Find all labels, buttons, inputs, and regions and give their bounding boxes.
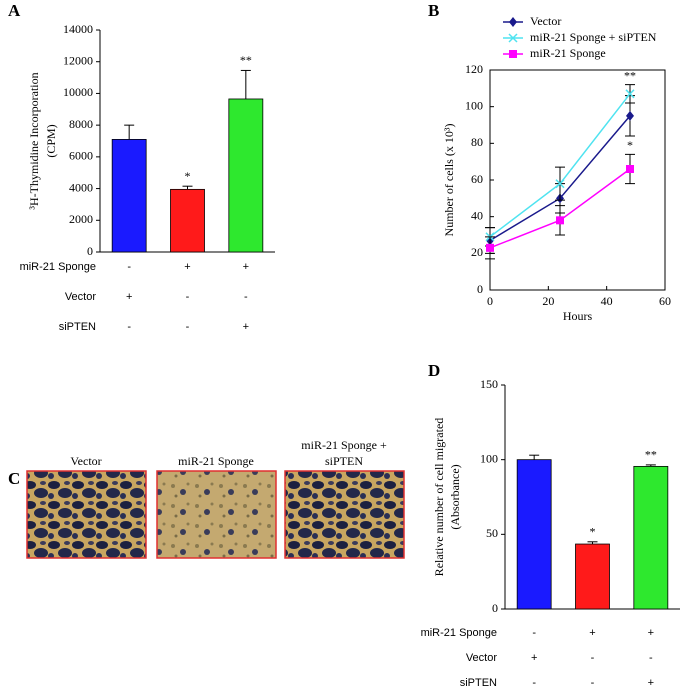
y-tick-label: 6000 xyxy=(69,149,93,163)
condition-sign: - xyxy=(244,291,248,303)
condition-label: Vector xyxy=(466,652,498,664)
y-tick-label: 4000 xyxy=(69,180,93,194)
y-axis-label: ³H-Thymidine Incorporation xyxy=(27,72,41,209)
y-axis-label: Number of cells (x 10³) xyxy=(442,124,456,237)
micrograph xyxy=(284,470,405,559)
x-tick-label: 40 xyxy=(601,294,613,308)
marker xyxy=(555,179,565,189)
bar xyxy=(633,465,669,610)
bar xyxy=(170,188,205,253)
y-tick-label: 60 xyxy=(471,172,483,186)
condition-label: Vector xyxy=(65,291,97,303)
marker xyxy=(508,33,518,43)
y-tick-label: 8000 xyxy=(69,117,93,131)
y-tick-label: 10000 xyxy=(63,85,93,99)
condition-sign: - xyxy=(532,677,536,689)
panel-letter: B xyxy=(428,1,439,20)
significance: * xyxy=(590,525,596,539)
condition-label: siPTEN xyxy=(460,677,497,689)
marker xyxy=(626,110,634,121)
bar xyxy=(111,139,147,253)
legend-label: miR-21 Sponge xyxy=(530,46,606,60)
condition-sign: - xyxy=(591,677,595,689)
condition-sign: + xyxy=(184,261,190,273)
significance: * xyxy=(627,138,633,152)
condition-sign: + xyxy=(126,291,132,303)
marker xyxy=(556,216,564,225)
marker xyxy=(626,165,634,173)
image-title: miR-21 Sponge xyxy=(178,454,254,468)
panel-letter: C xyxy=(8,469,20,488)
significance: ** xyxy=(624,68,636,82)
condition-label: siPTEN xyxy=(59,321,96,333)
y-tick-label: 50 xyxy=(486,526,498,540)
marker xyxy=(509,17,517,27)
condition-sign: + xyxy=(648,627,654,639)
y-tick-label: 14000 xyxy=(63,22,93,36)
panel-letter: D xyxy=(428,361,440,380)
condition-sign: - xyxy=(127,261,131,273)
y-axis-label: Relative number of cell migrated xyxy=(432,418,446,577)
y-tick-label: 100 xyxy=(465,98,483,112)
y-tick-label: 0 xyxy=(87,244,93,258)
micrograph xyxy=(26,470,147,559)
condition-sign: - xyxy=(532,627,536,639)
marker xyxy=(509,50,517,58)
y-tick-label: 100 xyxy=(480,451,498,465)
y-tick-label: 80 xyxy=(471,135,483,149)
legend-label: miR-21 Sponge + siPTEN xyxy=(530,30,657,44)
y-tick-label: 2000 xyxy=(69,212,93,226)
x-tick-label: 20 xyxy=(542,294,554,308)
condition-label: miR-21 Sponge xyxy=(20,261,96,273)
condition-sign: - xyxy=(186,291,190,303)
significance: ** xyxy=(240,53,252,67)
image-title: Vector xyxy=(70,454,101,468)
condition-sign: - xyxy=(186,321,190,333)
x-tick-label: 0 xyxy=(487,294,493,308)
marker xyxy=(486,243,494,252)
condition-sign: + xyxy=(243,321,249,333)
panel-letter: A xyxy=(8,1,21,20)
y-tick-label: 150 xyxy=(480,377,498,391)
legend-label: Vector xyxy=(530,14,561,28)
x-axis-label: Hours xyxy=(563,309,593,323)
condition-sign: - xyxy=(649,652,653,664)
condition-sign: + xyxy=(531,652,537,664)
y-tick-label: 40 xyxy=(471,208,483,222)
significance: * xyxy=(185,169,191,183)
y-tick-label: 20 xyxy=(471,245,483,259)
condition-sign: + xyxy=(648,677,654,689)
condition-sign: + xyxy=(589,627,595,639)
significance: ** xyxy=(645,448,657,462)
micrograph xyxy=(156,470,277,559)
bar xyxy=(516,459,552,610)
y-tick-label: 0 xyxy=(477,282,483,296)
condition-sign: - xyxy=(127,321,131,333)
marker xyxy=(625,89,635,99)
condition-label: miR-21 Sponge xyxy=(421,627,497,639)
y-tick-label: 12000 xyxy=(63,53,93,67)
condition-sign: - xyxy=(591,652,595,664)
image-title: miR-21 Sponge + xyxy=(301,438,387,452)
y-axis-label: (Absorbance) xyxy=(448,464,462,529)
y-axis-label: (CPM) xyxy=(44,124,58,157)
condition-sign: + xyxy=(243,261,249,273)
bar xyxy=(228,98,264,253)
x-tick-label: 60 xyxy=(659,294,671,308)
y-tick-label: 120 xyxy=(465,62,483,76)
image-title: siPTEN xyxy=(325,454,363,468)
plot-frame xyxy=(489,69,666,291)
bar xyxy=(575,543,610,610)
y-tick-label: 0 xyxy=(492,601,498,615)
